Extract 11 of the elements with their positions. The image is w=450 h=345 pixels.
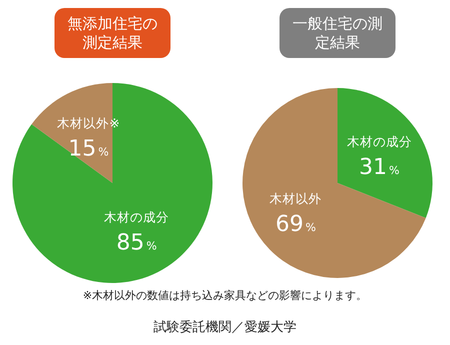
data-label: 85% [116,230,157,256]
slice-label: 木材の成分 [346,134,412,150]
text: 試験委託機関／愛媛大学 [152,319,298,336]
text: ※木材以外の数値は持ち込み家具などの影響によります。 [82,288,368,303]
chart-title: 一般住宅の測定結果 [292,14,382,52]
data-label: 31% [359,155,400,180]
slice-label: 木材以外 [270,190,322,206]
slice-label: 木材の成分 [104,210,170,225]
data-label: 69% [276,212,316,237]
chart-title: 無添加住宅の測定結果 [68,14,158,52]
data-label: 15% [68,136,109,162]
